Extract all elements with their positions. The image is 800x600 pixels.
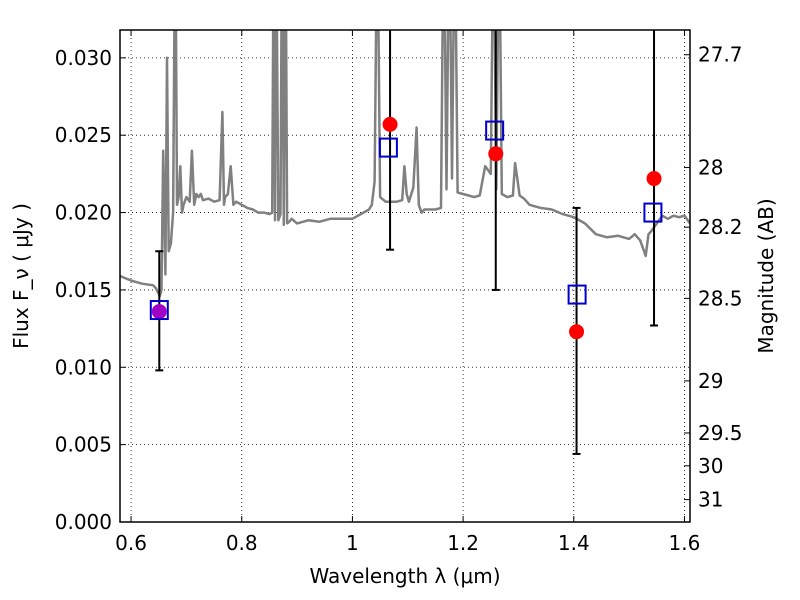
mag-tick-label: 29.5: [698, 421, 743, 445]
data-point-square: [643, 202, 663, 223]
y-tick-label: 0.030: [55, 46, 112, 70]
mag-tick-label: 28: [698, 156, 723, 180]
data-point-circle: [382, 116, 398, 132]
x-tick-label: 0.8: [226, 531, 258, 555]
y-tick-label: 0.005: [55, 433, 112, 457]
error-bars: [155, 30, 659, 455]
data-point-square: [485, 120, 505, 141]
plot-background: [120, 30, 690, 522]
mag-tick-label: 30: [698, 454, 723, 478]
labels: Wavelength λ (μm) Flux F_ν ( μJy ) Magni…: [9, 198, 778, 588]
y-tick-label: 0.025: [55, 123, 112, 147]
mag-tick-label: 27.7: [698, 43, 743, 67]
x-tick-label: 1.2: [447, 531, 479, 555]
spectrum-line: [120, 30, 690, 298]
ticks: 0.6 0.8 1 1.2 1.4 1.6 0.000 0.005 0.010 0.015 0.02…: [55, 30, 743, 555]
x-tick-label: 1.4: [558, 531, 590, 555]
y-tick-label: 0.010: [55, 355, 112, 379]
data-point-square: [149, 300, 169, 321]
plot-frame: [119, 29, 691, 523]
data-point-circle: [569, 324, 585, 340]
mag-tick-label: 31: [698, 488, 723, 512]
mag-tick-label: 28.2: [698, 215, 743, 239]
x-tick-label: 1: [346, 531, 359, 555]
x-tick-label: 1.6: [669, 531, 701, 555]
mag-tick-label: 29: [698, 369, 723, 393]
data-point-circle: [646, 171, 662, 187]
spectrum: [120, 30, 690, 298]
x-tick-label: 0.6: [115, 531, 147, 555]
y-tick-label: 0.015: [55, 278, 112, 302]
y-axis-label-left: Flux F_ν ( μJy ): [9, 203, 33, 349]
y-tick-label: 0.000: [55, 510, 112, 534]
grid: [120, 30, 690, 522]
markers: [149, 116, 663, 340]
data-point-square: [378, 137, 398, 158]
y-tick-label: 0.020: [55, 201, 112, 225]
y-axis-label-right: Magnitude (AB): [754, 198, 778, 353]
data-point-circle: [151, 304, 167, 320]
x-axis-label: Wavelength λ (μm): [309, 564, 500, 588]
data-point-circle: [488, 146, 504, 162]
data-point-square: [567, 284, 587, 305]
mag-tick-label: 28.5: [698, 286, 743, 310]
